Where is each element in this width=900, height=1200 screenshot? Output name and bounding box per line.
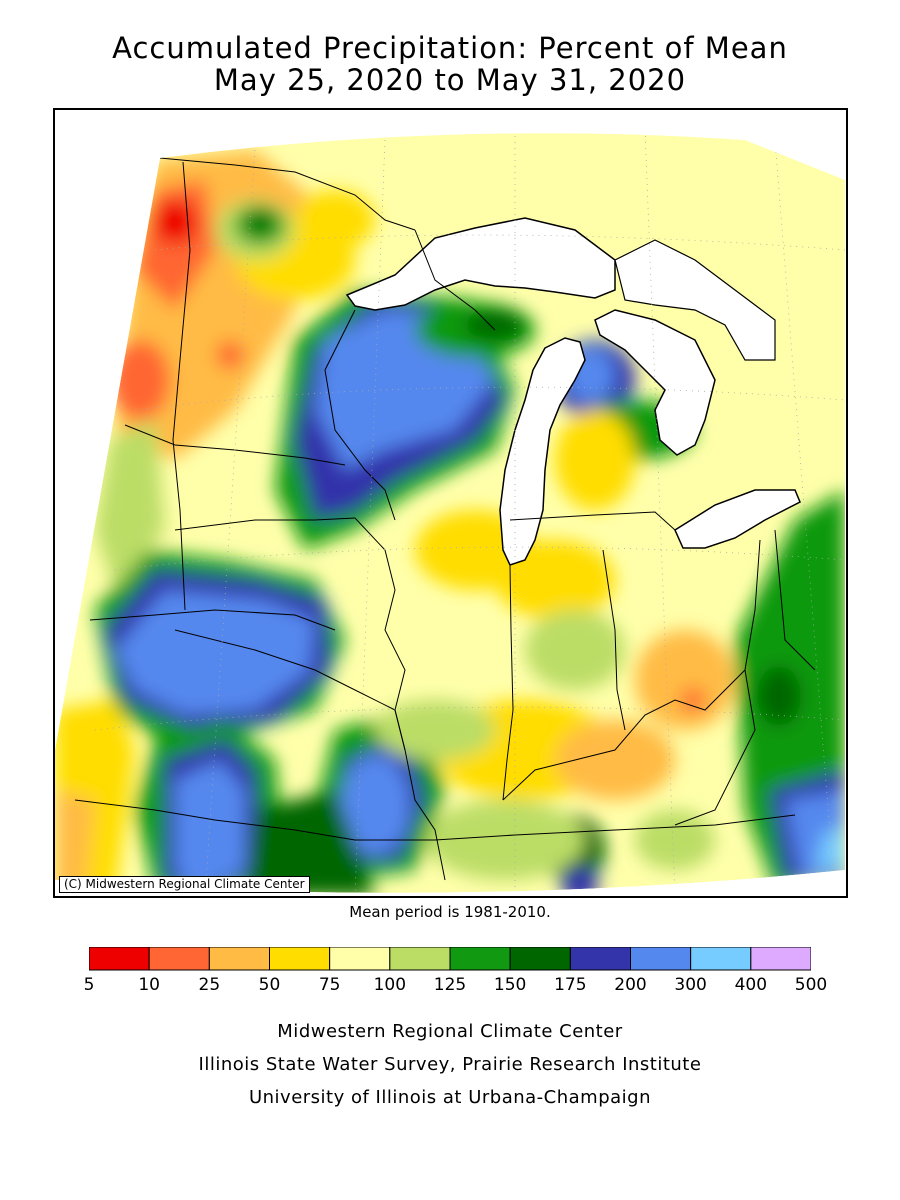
map-title: Accumulated Precipitation: Percent of Me… (112, 31, 788, 65)
legend-label: 50 (258, 975, 281, 995)
legend-swatch (329, 947, 391, 971)
legend-swatch (148, 947, 210, 971)
map-date-range: May 25, 2020 to May 31, 2020 (213, 63, 687, 97)
legend-label: 200 (614, 975, 647, 995)
color-legend (89, 947, 811, 971)
legend-label: 400 (734, 975, 768, 995)
legend-swatch (690, 947, 752, 971)
legend-label: 75 (318, 975, 341, 995)
legend-label: 100 (373, 975, 407, 995)
legend-label: 125 (433, 975, 467, 995)
legend-swatch (389, 947, 451, 971)
legend-swatch (569, 947, 632, 971)
legend-label: 25 (198, 975, 221, 995)
credit-isws: Illinois State Water Survey, Prairie Res… (198, 1054, 702, 1075)
legend-label: 500 (794, 975, 828, 995)
legend-labels: 5 10 25 50 75 100 125 150 175 200 300 400 500 (0, 975, 900, 997)
copyright-label: (C) Midwestern Regional Climate Center (59, 876, 310, 893)
credit-mrcc: Midwestern Regional Climate Center (277, 1021, 623, 1042)
legend-swatch (750, 947, 811, 971)
legend-bar (89, 947, 811, 971)
legend-swatch (449, 947, 511, 971)
mean-period-note: Mean period is 1981-2010. (349, 903, 551, 921)
precipitation-map: (C) Midwestern Regional Climate Center (53, 108, 848, 898)
legend-label: 175 (554, 975, 587, 995)
legend-swatch (509, 947, 571, 971)
legend-label: 300 (674, 975, 707, 995)
legend-label: 5 (83, 975, 95, 995)
legend-swatch (269, 947, 331, 971)
great-lakes (345, 217, 801, 566)
graticule (94, 129, 846, 896)
credit-uiuc: University of Illinois at Urbana-Champai… (248, 1087, 652, 1108)
legend-swatch (89, 947, 150, 971)
legend-label: 150 (493, 975, 527, 995)
legend-swatch (208, 947, 271, 971)
legend-swatch (630, 947, 692, 971)
map-canvas (55, 110, 846, 896)
legend-label: 10 (138, 975, 160, 995)
